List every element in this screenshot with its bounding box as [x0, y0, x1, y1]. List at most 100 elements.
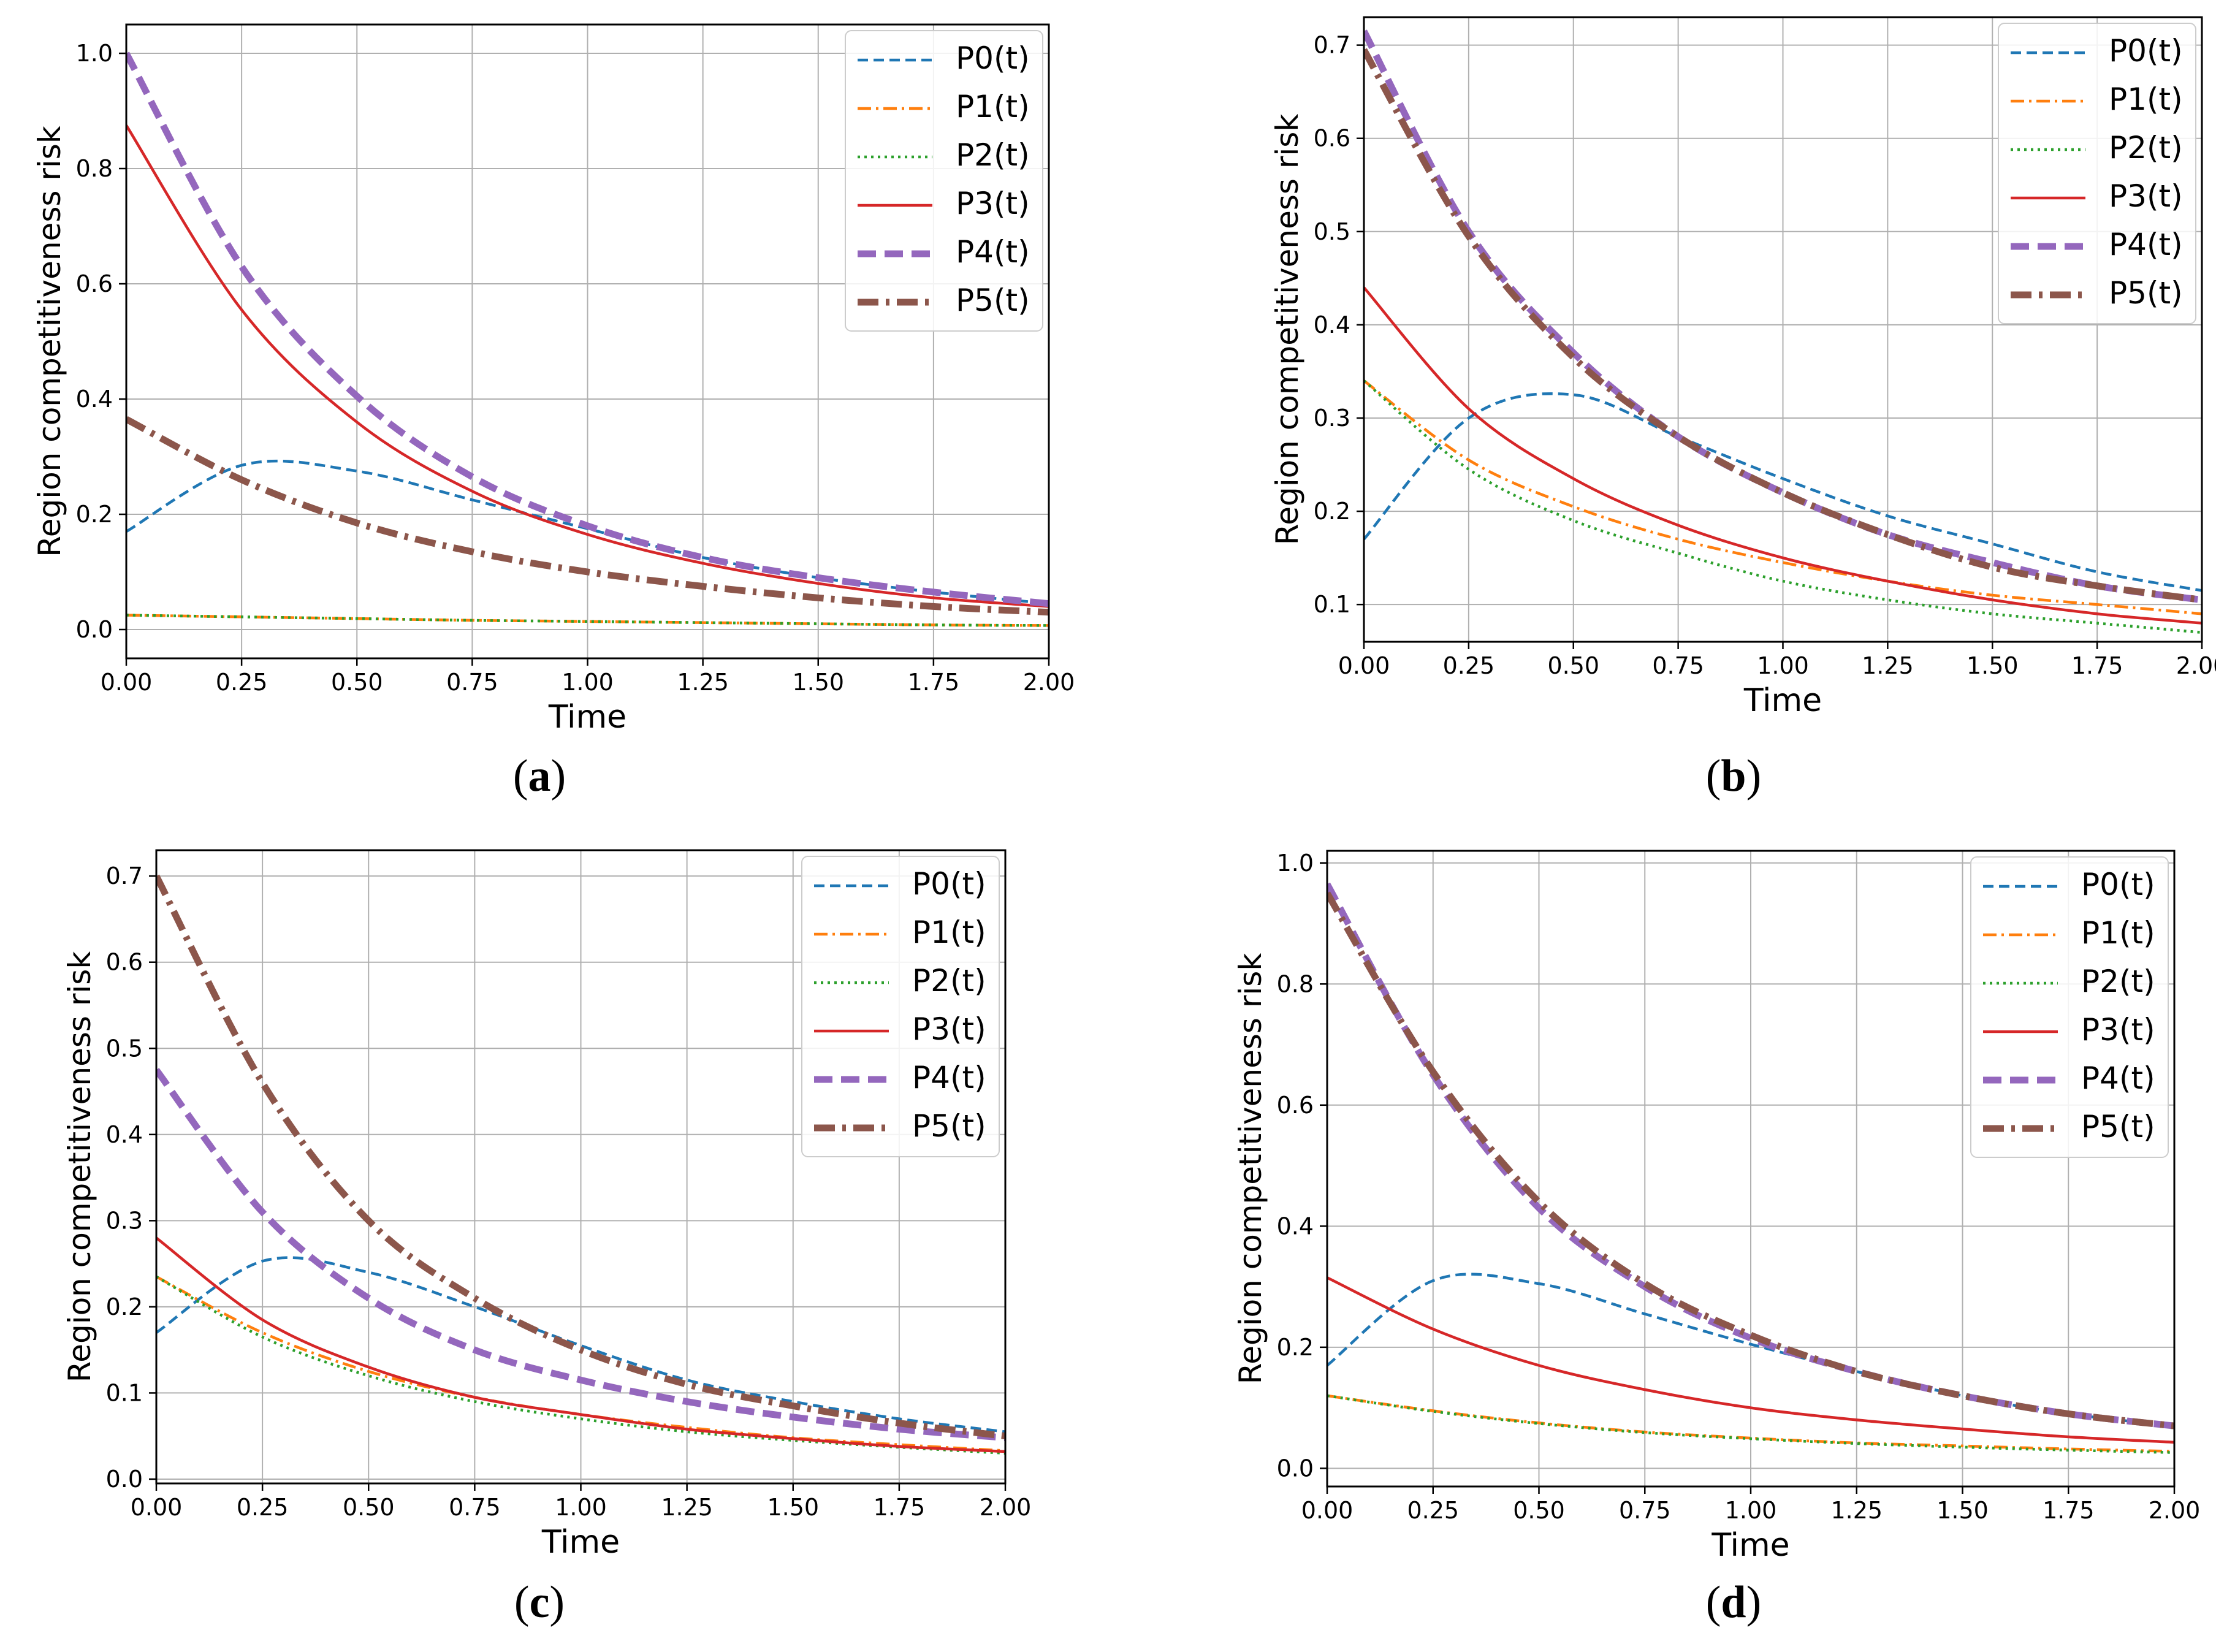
x-tick-label: 1.50 [1967, 652, 2019, 679]
series-line-p0t [1364, 392, 2202, 592]
x-tick-label: 1.00 [1757, 652, 1809, 679]
y-tick-label: 0.2 [76, 501, 113, 528]
y-tick-label: 0.7 [106, 862, 143, 889]
series-line-p2t [1327, 1394, 2174, 1454]
y-tick-label: 0.0 [106, 1466, 143, 1493]
series-line-p4t [126, 51, 1049, 607]
panel-caption: (b) [1706, 751, 1761, 801]
series-line-p3t [126, 124, 1049, 608]
y-tick-label: 0.5 [1314, 218, 1350, 245]
legend-label: P3(t) [2081, 1012, 2155, 1048]
x-axis-label: Time [1743, 682, 1822, 719]
legend: P0(t) P1(t) P2(t) P3(t) P4(t) P5(t) [1998, 23, 2196, 324]
y-tick-label: 0.0 [76, 616, 113, 643]
axes-frame [155, 849, 1007, 1485]
axes-frame [1363, 16, 2203, 643]
y-tick-label: 0.2 [1314, 498, 1350, 525]
plot-area [156, 874, 1005, 1455]
x-tick-label: 0.25 [1443, 652, 1495, 679]
x-tick-label: 1.00 [555, 1494, 607, 1521]
y-tick-label: 1.0 [76, 40, 113, 67]
series-line-p1t [1327, 1394, 2174, 1453]
legend-label: P5(t) [956, 283, 1030, 318]
x-tick-label: 0.50 [1513, 1497, 1565, 1524]
x-tick-label: 2.00 [1023, 669, 1075, 696]
x-tick-label: 0.75 [1619, 1497, 1671, 1524]
series-line-p0t [156, 1256, 1005, 1433]
series-line-p3t [1364, 286, 2202, 625]
x-tick-label: 0.00 [131, 1494, 183, 1521]
y-axis-label: Region competitiveness risk [62, 951, 97, 1383]
legend-label: P0(t) [912, 866, 986, 902]
y-tick-label: 0.5 [106, 1035, 143, 1062]
legend-label: P0(t) [2109, 33, 2183, 69]
x-tick-label: 1.75 [2071, 652, 2123, 679]
x-tick-label: 0.25 [216, 669, 268, 696]
x-tick-label: 1.25 [661, 1494, 713, 1521]
chart-panel-a: 0.00 0.25 0.50 0.75 1.00 1.25 1.50 1.75 2.000.00… [32, 23, 1075, 801]
axes-frame [125, 23, 1050, 660]
legend-label: P0(t) [2081, 867, 2155, 902]
y-axis: 0.0 0.2 0.4 0.6 0.8 1.0 [76, 40, 1049, 643]
x-axis-label: Time [548, 699, 626, 736]
x-tick-label: 0.00 [1301, 1497, 1354, 1524]
y-tick-label: 0.2 [1277, 1334, 1314, 1361]
x-tick-label: 1.00 [562, 669, 614, 696]
y-axis-label: Region competitiveness risk [32, 126, 67, 557]
legend: P0(t) P1(t) P2(t) P3(t) P4(t) P5(t) [1970, 856, 2169, 1158]
y-tick-label: 0.1 [1314, 591, 1350, 618]
series-line-p5t [126, 416, 1049, 616]
legend-label: P1(t) [956, 89, 1030, 124]
legend-label: P2(t) [2109, 130, 2183, 166]
x-tick-label: 0.00 [101, 669, 153, 696]
x-axis-label: Time [1711, 1527, 1789, 1564]
legend-label: P5(t) [2081, 1109, 2155, 1144]
x-tick-label: 1.00 [1725, 1497, 1777, 1524]
x-tick-label: 1.25 [1830, 1497, 1883, 1524]
y-tick-label: 0.4 [1277, 1212, 1314, 1239]
x-tick-label: 0.00 [1338, 652, 1390, 679]
x-tick-label: 0.25 [1407, 1497, 1459, 1524]
legend-label: P2(t) [956, 137, 1030, 173]
x-tick-label: 1.75 [908, 669, 960, 696]
x-tick-label: 0.50 [343, 1494, 395, 1521]
legend-label: P4(t) [2081, 1060, 2155, 1096]
series-line-p5t [1327, 891, 2174, 1429]
legend-label: P2(t) [2081, 964, 2155, 999]
plot-area [1364, 29, 2202, 634]
x-axis-label: Time [541, 1524, 620, 1561]
axes-frame [1326, 850, 2176, 1488]
series-line-p1t [1364, 379, 2202, 615]
chart-panel-c: 0.00 0.25 0.50 0.75 1.00 1.25 1.50 1.75 2.00 0.0 0… [62, 849, 1031, 1627]
legend-label: P1(t) [2081, 915, 2155, 951]
y-axis: 0.0 0.2 0.4 0.6 0.8 1.0 [1277, 850, 2174, 1482]
y-tick-label: 0.4 [1314, 311, 1350, 338]
y-tick-label: 0.8 [76, 155, 113, 182]
panel-caption: (c) [514, 1577, 565, 1627]
legend-label: P2(t) [912, 963, 986, 999]
y-tick-label: 1.0 [1277, 850, 1314, 877]
panel-caption: (a) [513, 751, 566, 801]
y-tick-label: 0.6 [106, 949, 143, 976]
x-tick-label: 1.75 [874, 1494, 926, 1521]
y-axis: 0.1 0.2 0.3 0.4 0.5 0.6 0.7 [1314, 32, 2202, 618]
x-tick-label: 0.75 [1652, 652, 1704, 679]
chart-panel-d: 0.00 0.25 0.50 0.75 1.00 1.25 1.50 1.75 2.000.00… [1233, 850, 2200, 1627]
legend-label: P1(t) [2109, 82, 2183, 117]
legend-label: P1(t) [912, 915, 986, 950]
x-tick-label: 1.50 [767, 1494, 819, 1521]
series-line-p5t [1364, 48, 2202, 604]
series-line-p2t [156, 1275, 1005, 1455]
y-tick-label: 0.4 [106, 1121, 143, 1148]
x-tick-label: 1.50 [792, 669, 844, 696]
legend-label: P5(t) [2109, 275, 2183, 311]
y-tick-label: 0.7 [1314, 32, 1350, 59]
legend-label: P3(t) [2109, 178, 2183, 214]
legend-label: P4(t) [912, 1060, 986, 1095]
series-line-p2t [1364, 379, 2202, 634]
x-tick-label: 1.25 [677, 669, 729, 696]
y-axis-label: Region competitiveness risk [1270, 114, 1305, 546]
series-line-p3t [156, 1236, 1005, 1453]
plot-area [126, 51, 1049, 627]
